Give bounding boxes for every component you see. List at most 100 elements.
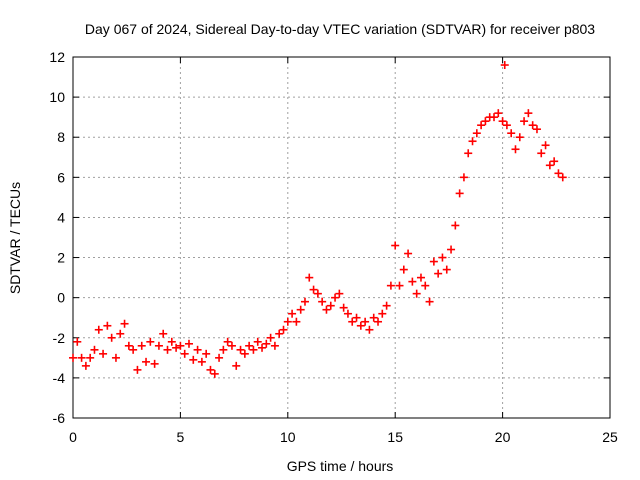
data-point (300, 297, 309, 306)
data-point (343, 309, 352, 318)
x-tick-label: 10 (280, 429, 296, 445)
data-point (283, 317, 292, 326)
data-point (313, 289, 322, 298)
data-point (524, 109, 533, 118)
y-tick-label: 0 (57, 290, 65, 306)
data-point (146, 337, 155, 346)
data-point (197, 357, 206, 366)
data-point (120, 319, 129, 328)
data-point (532, 125, 541, 134)
data-point (374, 317, 383, 326)
data-point (86, 353, 95, 362)
data-point (502, 121, 511, 130)
axis-ticks (72, 56, 611, 419)
data-point (94, 325, 103, 334)
data-point (399, 265, 408, 274)
data-point (223, 337, 232, 346)
data-point (481, 117, 490, 126)
data-point (447, 245, 456, 254)
data-point (99, 349, 108, 358)
data-point (520, 117, 529, 126)
data-point (240, 349, 249, 358)
data-point (111, 353, 120, 362)
data-point (500, 61, 509, 70)
data-point (288, 309, 297, 318)
data-point (180, 349, 189, 358)
data-point (90, 345, 99, 354)
data-point (184, 339, 193, 348)
data-point (425, 297, 434, 306)
x-tick-label: 0 (69, 429, 77, 445)
y-tick-labels: -6 -4 -2 0 2 4 6 8 10 12 (49, 49, 65, 426)
data-point (434, 269, 443, 278)
data-point (464, 149, 473, 158)
data-point (322, 305, 331, 314)
data-point (490, 113, 499, 122)
data-point (404, 249, 413, 258)
data-point (129, 345, 138, 354)
data-point (558, 173, 567, 182)
y-tick-label: -6 (53, 410, 66, 426)
data-point (77, 353, 86, 362)
x-tick-label: 25 (602, 429, 618, 445)
data-point (408, 277, 417, 286)
data-point (541, 141, 550, 150)
data-point (498, 117, 507, 126)
data-point (236, 345, 245, 354)
data-point (275, 329, 284, 338)
data-point (412, 289, 421, 298)
data-point (107, 333, 116, 342)
data-point (369, 313, 378, 322)
data-point (154, 341, 163, 350)
x-tick-label: 15 (387, 429, 403, 445)
data-point (142, 357, 151, 366)
data-point (262, 339, 271, 348)
data-point (163, 345, 172, 354)
data-point (124, 341, 133, 350)
y-tick-label: 12 (49, 49, 65, 65)
data-point (172, 343, 181, 352)
data-point (215, 353, 224, 362)
data-point (494, 109, 503, 118)
data-point (416, 273, 425, 282)
data-point (245, 341, 254, 350)
data-point (442, 265, 451, 274)
x-tick-label: 20 (495, 429, 511, 445)
data-point (472, 129, 481, 138)
data-point (318, 297, 327, 306)
y-tick-label: -2 (53, 330, 66, 346)
data-point (305, 273, 314, 282)
data-point (266, 333, 275, 342)
data-point (81, 361, 90, 370)
data-point (150, 359, 159, 368)
data-point (296, 305, 305, 314)
data-point (279, 325, 288, 334)
data-point (507, 129, 516, 138)
data-point (73, 337, 82, 346)
data-point (386, 281, 395, 290)
data-point (193, 345, 202, 354)
data-point (528, 121, 537, 130)
data-point (167, 337, 176, 346)
data-point (391, 241, 400, 250)
data-point (249, 345, 258, 354)
chart-title: Day 067 of 2024, Sidereal Day-to-day VTE… (85, 21, 595, 37)
data-point (537, 149, 546, 158)
x-axis-label: GPS time / hours (287, 458, 394, 474)
data-point (253, 337, 262, 346)
data-point (206, 365, 215, 374)
data-point (339, 303, 348, 312)
y-tick-label: 4 (57, 209, 65, 225)
data-point (429, 257, 438, 266)
data-points (69, 61, 567, 378)
data-point (438, 253, 447, 262)
data-point (335, 289, 344, 298)
data-point (116, 329, 125, 338)
data-point (365, 325, 374, 334)
data-point (468, 137, 477, 146)
data-point (103, 321, 112, 330)
data-point (210, 369, 219, 378)
data-point (361, 317, 370, 326)
data-point (545, 161, 554, 170)
